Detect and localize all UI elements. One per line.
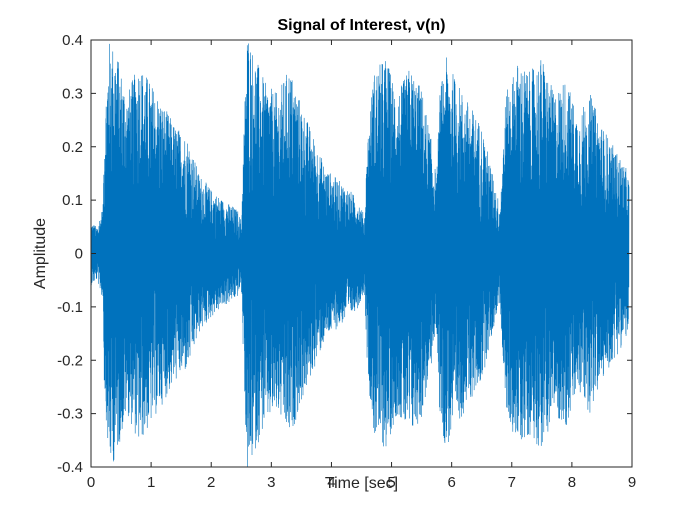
x-tick-label: 8 (568, 474, 576, 491)
y-tick-label: 0.4 (62, 32, 83, 49)
y-tick-label: -0.3 (57, 406, 83, 423)
y-tick-label: 0 (75, 246, 83, 263)
x-tick-label: 6 (447, 474, 455, 491)
axis-ticks: 0 1 2 3 4 5 6 7 8 9 -0.4 -0.3 -0.2 -0.1 0 0.1 0.2 0.3 0.4 (57, 32, 636, 491)
x-tick-label: 0 (87, 474, 95, 491)
y-tick-label: 0.3 (62, 85, 83, 102)
chart-title: Signal of Interest, v(n) (277, 17, 445, 34)
y-tick-label: -0.2 (57, 352, 83, 369)
y-tick-label: -0.4 (57, 459, 83, 476)
x-tick-label: 1 (147, 474, 155, 491)
x-tick-label: 3 (267, 474, 275, 491)
y-axis-label: Amplitude (32, 218, 49, 289)
signal-line (91, 43, 630, 467)
x-tick-label: 5 (387, 474, 395, 491)
y-tick-label: -0.1 (57, 299, 83, 316)
signal-series (91, 43, 630, 467)
x-tick-label: 2 (207, 474, 215, 491)
y-tick-label: 0.2 (62, 139, 83, 156)
x-axis-label: Time [sec] (325, 475, 398, 492)
y-tick-label: 0.1 (62, 192, 83, 209)
x-tick-label: 4 (327, 474, 335, 491)
x-tick-label: 9 (628, 474, 636, 491)
x-tick-label: 7 (508, 474, 516, 491)
